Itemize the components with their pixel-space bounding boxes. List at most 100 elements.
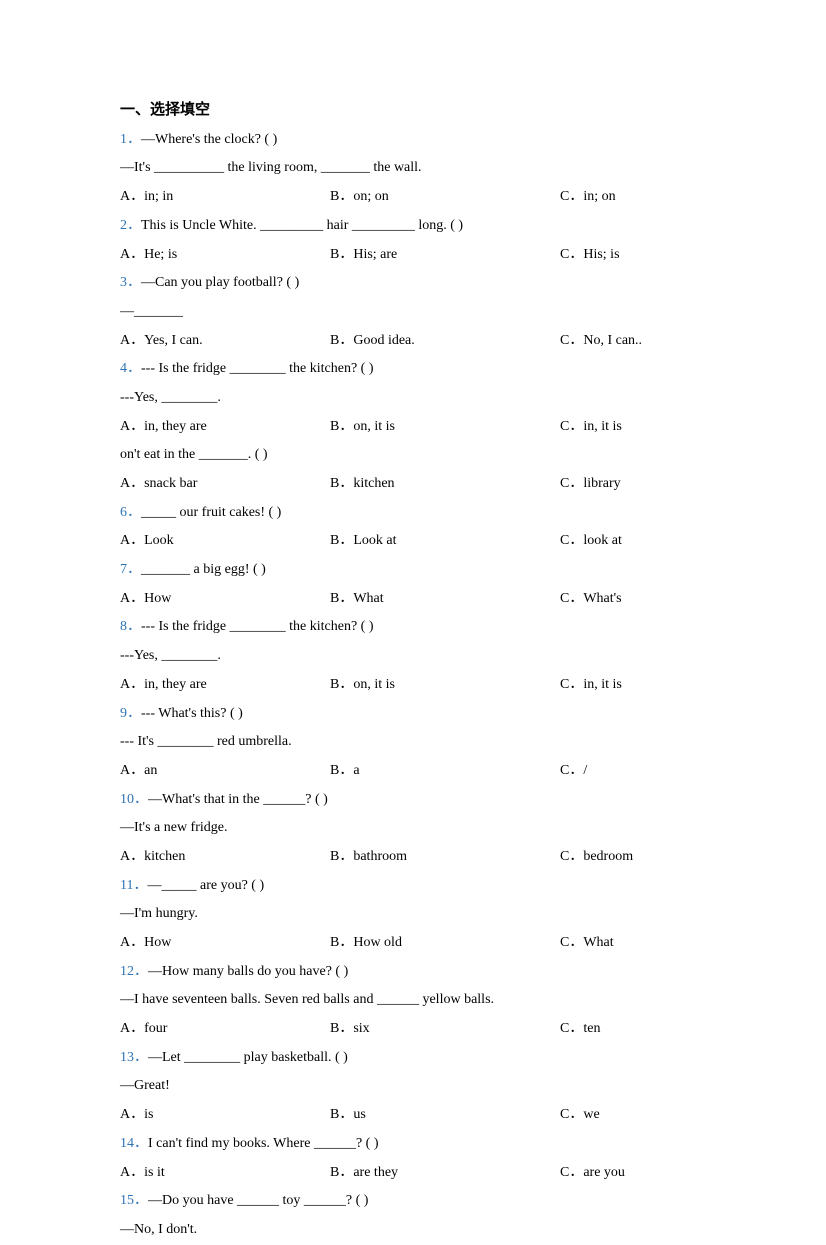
question-stem: 13．—Let ________ play basketball. ( ) (120, 1044, 706, 1073)
question-stem: 1．—Where's the clock? ( ) (120, 126, 706, 155)
option-b[interactable]: B．Good idea. (330, 327, 560, 356)
question-stem: 10．—What's that in the ______? ( ) (120, 786, 706, 815)
question-followup: —It's __________ the living room, ______… (120, 154, 706, 183)
option-c[interactable]: C．in; on (560, 183, 706, 212)
option-a[interactable]: A．an (120, 757, 330, 786)
option-a[interactable]: A．is (120, 1101, 330, 1130)
option-a[interactable]: A．Look (120, 527, 330, 556)
options-row: A．in, they areB．on, it isC．in, it is (120, 671, 706, 700)
question-number: 13． (120, 1050, 148, 1065)
question-text: —Do you have ______ toy ______? ( ) (148, 1193, 368, 1208)
question-followup: ---Yes, ________. (120, 642, 706, 671)
options-row: A．in, they areB．on, it isC．in, it is (120, 413, 706, 442)
question-text: —Let ________ play basketball. ( ) (148, 1050, 348, 1065)
option-b[interactable]: B．are they (330, 1159, 560, 1188)
option-a[interactable]: A．kitchen (120, 843, 330, 872)
option-c[interactable]: C．in, it is (560, 413, 706, 442)
option-b[interactable]: B．on, it is (330, 413, 560, 442)
question-text: I can't find my books. Where ______? ( ) (148, 1136, 378, 1151)
option-b[interactable]: B．us (330, 1101, 560, 1130)
options-row: A．in; inB．on; onC．in; on (120, 183, 706, 212)
question-text: —How many balls do you have? ( ) (148, 964, 348, 979)
option-a[interactable]: A．in; in (120, 183, 330, 212)
question-text: _____ our fruit cakes! ( ) (141, 505, 281, 520)
option-c[interactable]: C．look at (560, 527, 706, 556)
question-stem: 7．_______ a big egg! ( ) (120, 556, 706, 585)
option-c[interactable]: C．/ (560, 757, 706, 786)
option-b[interactable]: B．His; are (330, 241, 560, 270)
option-b[interactable]: B．kitchen (330, 470, 560, 499)
question-number: 15． (120, 1193, 148, 1208)
options-row: A．HowB．How oldC．What (120, 929, 706, 958)
question-number: 7． (120, 562, 141, 577)
option-a[interactable]: A．in, they are (120, 671, 330, 700)
option-b[interactable]: B．Look at (330, 527, 560, 556)
question-number: 11． (120, 878, 147, 893)
option-c[interactable]: C．His; is (560, 241, 706, 270)
question-stem: 9．--- What's this? ( ) (120, 700, 706, 729)
option-a[interactable]: A．snack bar (120, 470, 330, 499)
options-row: A．LookB．Look atC．look at (120, 527, 706, 556)
options-row: A．HowB．WhatC．What's (120, 585, 706, 614)
option-a[interactable]: A．Yes, I can. (120, 327, 330, 356)
question-followup: —_______ (120, 298, 706, 327)
option-a[interactable]: A．How (120, 585, 330, 614)
question-number: 14． (120, 1136, 148, 1151)
options-row: A．anB．aC．/ (120, 757, 706, 786)
options-row: A．snack barB．kitchenC．library (120, 470, 706, 499)
question-text: —What's that in the ______? ( ) (148, 792, 328, 807)
option-a[interactable]: A．is it (120, 1159, 330, 1188)
options-row: A．Yes, I can.B．Good idea.C．No, I can.. (120, 327, 706, 356)
question-stem: 6．_____ our fruit cakes! ( ) (120, 499, 706, 528)
option-c[interactable]: C．are you (560, 1159, 706, 1188)
question-stem: 11．—_____ are you? ( ) (120, 872, 706, 901)
option-b[interactable]: B．on, it is (330, 671, 560, 700)
options-row: A．is itB．are theyC．are you (120, 1159, 706, 1188)
option-a[interactable]: A．He; is (120, 241, 330, 270)
option-a[interactable]: A．How (120, 929, 330, 958)
option-b[interactable]: B．bathroom (330, 843, 560, 872)
options-row: A．kitchenB．bathroomC．bedroom (120, 843, 706, 872)
options-row: A．fourB．sixC．ten (120, 1015, 706, 1044)
option-b[interactable]: B．a (330, 757, 560, 786)
option-b[interactable]: B．How old (330, 929, 560, 958)
option-b[interactable]: B．six (330, 1015, 560, 1044)
option-b[interactable]: B．on; on (330, 183, 560, 212)
option-c[interactable]: C．What (560, 929, 706, 958)
question-number: 6． (120, 505, 141, 520)
question-text: —Where's the clock? ( ) (141, 132, 277, 147)
question-followup: —I have seventeen balls. Seven red balls… (120, 986, 706, 1015)
question-followup: —I'm hungry. (120, 900, 706, 929)
section-title: 一、选择填空 (120, 95, 706, 126)
option-c[interactable]: C．bedroom (560, 843, 706, 872)
question-followup: ---Yes, ________. (120, 384, 706, 413)
question-extra-line: on't eat in the _______. ( ) (120, 441, 706, 470)
option-b[interactable]: B．What (330, 585, 560, 614)
option-c[interactable]: C．What's (560, 585, 706, 614)
question-number: 12． (120, 964, 148, 979)
question-text: —_____ are you? ( ) (147, 878, 264, 893)
option-c[interactable]: C．ten (560, 1015, 706, 1044)
question-followup: —It's a new fridge. (120, 814, 706, 843)
question-number: 9． (120, 706, 141, 721)
option-c[interactable]: C．in, it is (560, 671, 706, 700)
question-text: --- Is the fridge ________ the kitchen? … (141, 619, 373, 634)
option-c[interactable]: C．library (560, 470, 706, 499)
question-stem: 4．--- Is the fridge ________ the kitchen… (120, 355, 706, 384)
option-c[interactable]: C．we (560, 1101, 706, 1130)
option-c[interactable]: C．No, I can.. (560, 327, 706, 356)
question-text: --- Is the fridge ________ the kitchen? … (141, 361, 373, 376)
question-number: 1． (120, 132, 141, 147)
question-followup: —Great! (120, 1072, 706, 1101)
question-text: _______ a big egg! ( ) (141, 562, 266, 577)
option-a[interactable]: A．four (120, 1015, 330, 1044)
options-row: A．He; isB．His; areC．His; is (120, 241, 706, 270)
question-stem: 3．—Can you play football? ( ) (120, 269, 706, 298)
question-stem: 15．—Do you have ______ toy ______? ( ) (120, 1187, 706, 1216)
option-a[interactable]: A．in, they are (120, 413, 330, 442)
worksheet-page: 一、选择填空 1．—Where's the clock? ( )—It's __… (0, 0, 826, 1169)
question-stem: 8．--- Is the fridge ________ the kitchen… (120, 613, 706, 642)
question-number: 8． (120, 619, 141, 634)
question-number: 10． (120, 792, 148, 807)
question-stem: 12．—How many balls do you have? ( ) (120, 958, 706, 987)
